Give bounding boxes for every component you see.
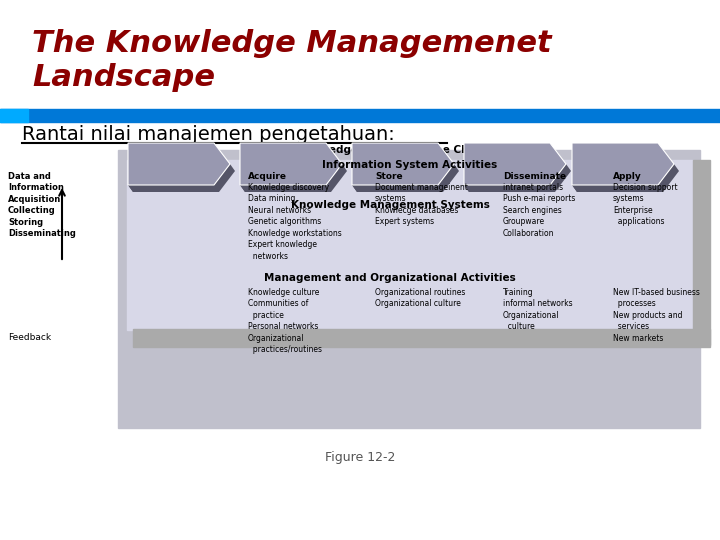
Bar (118, 150, 700, 428)
Text: Figure 12-2: Figure 12-2 (325, 451, 395, 464)
Polygon shape (464, 143, 469, 192)
Text: Store: Store (375, 172, 402, 181)
Text: Data and
Information
Acquisition
Collecting
Storing
Disseminating: Data and Information Acquisition Collect… (8, 172, 76, 238)
Text: Document manageinent
systems
Knowlecge databases
Expert systems: Document manageinent systems Knowlecge d… (375, 183, 468, 226)
Polygon shape (572, 164, 679, 192)
Text: intranet portals
Push e-mai reports
Search engines
Groupware
Collaboration: intranet portals Push e-mai reports Sear… (503, 183, 575, 238)
Text: Apply: Apply (613, 172, 642, 181)
Polygon shape (464, 143, 566, 185)
Text: Training
informal networks
Organizational
  culture: Training informal networks Organizationa… (503, 288, 572, 332)
Polygon shape (464, 164, 571, 192)
Text: Feedback: Feedback (8, 333, 51, 341)
Text: Decision support
systems
Enterprise
  applications: Decision support systems Enterprise appl… (613, 183, 678, 226)
Polygon shape (240, 143, 245, 192)
Bar (0, 0, 720, 110)
Polygon shape (240, 164, 347, 192)
Text: Disseminate: Disseminate (503, 172, 566, 181)
Text: Knowledge culture
Communities of
  practice
Personal networks
Organizational
  p: Knowledge culture Communities of practic… (248, 288, 322, 354)
Polygon shape (352, 164, 459, 192)
Text: Acquire: Acquire (248, 172, 287, 181)
Bar (0, 109, 28, 122)
Text: Knowledge discovery
Data mining
Neural networks
Genetic algorithms
Knowledge wor: Knowledge discovery Data mining Neural n… (248, 183, 342, 261)
Text: Information System Activities: Information System Activities (323, 160, 498, 170)
Polygon shape (240, 143, 342, 185)
Text: The Knowledge Managemenet: The Knowledge Managemenet (32, 29, 552, 57)
Polygon shape (128, 143, 133, 192)
Polygon shape (352, 143, 454, 185)
Text: Landscape: Landscape (32, 64, 215, 92)
Polygon shape (352, 143, 357, 192)
Text: Management and Organizational Activities: Management and Organizational Activities (264, 273, 516, 283)
Polygon shape (128, 143, 230, 185)
Bar (693, 160, 710, 345)
Text: New IT-based business
  processes
New products and
  services
New markets: New IT-based business processes New prod… (613, 288, 700, 343)
Text: Rantai nilai manajemen pengetahuan:: Rantai nilai manajemen pengetahuan: (22, 125, 395, 144)
Polygon shape (572, 143, 577, 192)
Polygon shape (572, 143, 674, 185)
Text: Organizational routines
Organizational culture: Organizational routines Organizational c… (375, 288, 465, 308)
Bar (127, 160, 692, 330)
Bar (133, 329, 710, 347)
Text: Knowledge Management Systems: Knowledge Management Systems (291, 200, 490, 210)
Bar (0, 109, 720, 122)
Text: Knowledge Business Value Chain: Knowledge Business Value Chain (293, 145, 487, 155)
Polygon shape (128, 164, 235, 192)
